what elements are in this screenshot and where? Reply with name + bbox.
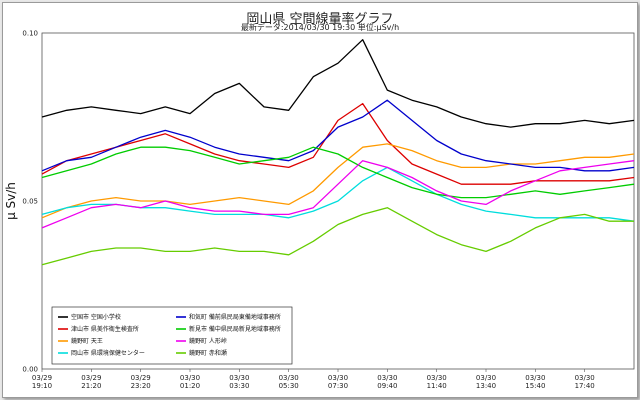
series-line [41,146,635,199]
series-line [41,160,635,229]
subtitle-unit-label: 単位: [357,23,377,32]
x-tick-date: 03/30 [476,374,496,382]
x-tick-date: 03/29 [32,374,52,382]
chart-subtitle: 最新データ:2014/03/30 19:30 単位:μSv/h [0,22,640,33]
x-tick-date: 03/30 [377,374,397,382]
legend-label: 鏡野町 天王 [71,337,103,345]
x-tick-date: 03/30 [525,374,545,382]
x-tick-date: 03/30 [575,374,595,382]
x-tick-time: 11:40 [427,382,447,390]
series-line [41,39,635,128]
legend-label: 鏡野町 赤和瀬 [189,349,227,357]
x-tick-time: 23:20 [131,382,151,390]
subtitle-prefix: 最新データ: [240,23,284,32]
x-tick-date: 03/30 [328,374,348,382]
chart-title: 岡山県 空間線量率グラフ [246,12,394,27]
y-axis-label: μ Sv/h [4,182,18,220]
legend-label: 岡山市 県環境保健センター [71,349,145,357]
x-tick-date: 03/29 [81,374,101,382]
x-tick-date: 03/30 [279,374,299,382]
legend-label: 鏡野町 人形峠 [189,337,227,345]
x-tick-time: 13:40 [476,382,496,390]
legend-label: 新見市 備中県民局新見地域事務所 [189,325,281,333]
y-tick-label: 0.10 [22,30,38,38]
legend-label: 和気町 備前県民局東備地域事務所 [189,313,281,321]
series-line [41,143,635,219]
x-tick-time: 07:30 [328,382,348,390]
subtitle-time: 2014/03/30 19:30 [283,23,356,32]
x-tick-time: 05:30 [279,382,299,390]
x-tick-date: 03/30 [180,374,200,382]
x-tick-time: 01:20 [180,382,200,390]
x-tick-time: 15:40 [525,382,545,390]
series-line [41,99,635,172]
x-tick-date: 03/30 [427,374,447,382]
series-lines [41,39,635,266]
y-tick-label: 0.00 [22,366,38,374]
legend-box [51,306,293,365]
legend-label: 津山市 県美作衛生検査所 [71,325,139,333]
x-tick-time: 19:10 [32,382,52,390]
series-line [41,207,634,266]
y-tick-label: 0.05 [22,198,38,206]
x-tick-date: 03/29 [131,374,151,382]
x-tick-date: 03/30 [229,374,249,382]
x-tick-time: 09:40 [377,382,397,390]
legend-label: 空国市 空国小学校 [71,313,121,321]
x-tick-time: 03:30 [229,382,249,390]
x-tick-time: 21:20 [81,382,101,390]
subtitle-unit: μSv/h [376,23,400,32]
x-tick-time: 17:40 [575,382,595,390]
